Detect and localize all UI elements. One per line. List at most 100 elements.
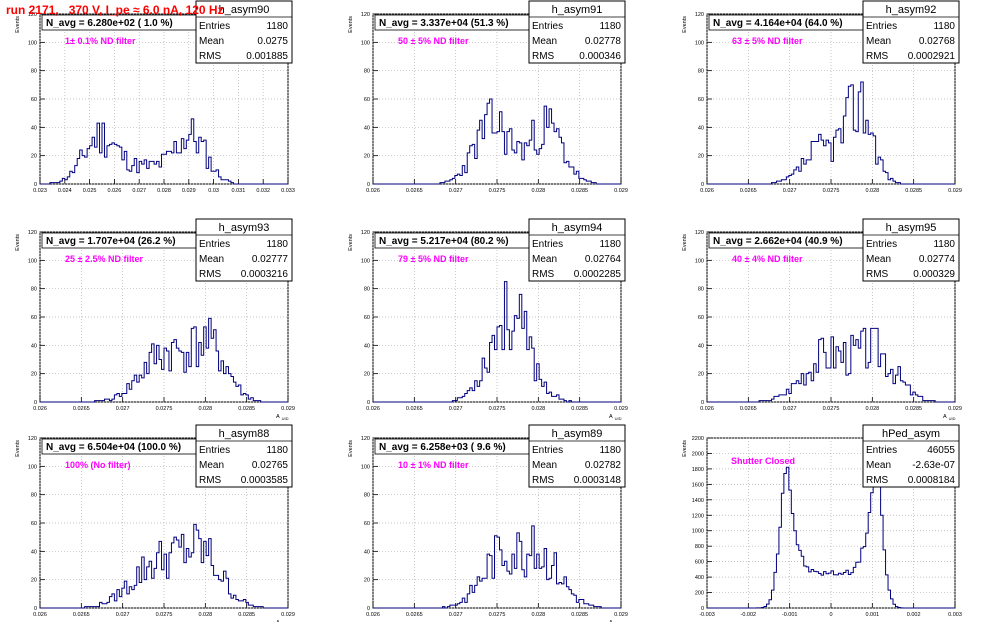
navg-label: N_avg = 6.258e+03 ( 9.6 %) — [379, 442, 506, 453]
x-tick-label: 0.001 — [865, 612, 879, 618]
stats-value: 1180 — [266, 239, 288, 250]
y-tick-label: 0 — [701, 400, 704, 406]
y-tick-label: 20 — [31, 578, 37, 584]
x-tick-label: 0.0275 — [489, 406, 506, 412]
y-tick-label: 0 — [34, 606, 37, 612]
histogram-panel-h_asym95: 0.026 0.0265 0.027 0.0275 0.028 0.0285 0.029 0 2… — [682, 218, 962, 421]
x-tick-label: 0.027 — [132, 188, 146, 194]
y-tick-label: 20 — [698, 154, 704, 160]
stats-label: Entries — [199, 21, 230, 32]
stats-value: -2.63e-07 — [912, 460, 955, 471]
y-tick-label: 100 — [695, 258, 704, 264]
y-tick-label: 0 — [34, 400, 37, 406]
filter-annotation: 40 ± 4% ND filter — [732, 254, 803, 264]
x-tick-label: 0.033 — [281, 188, 295, 194]
stats-value: 1180 — [599, 21, 621, 32]
stats-label: Mean — [866, 460, 891, 471]
stats-value: 1180 — [933, 21, 955, 32]
y-tick-label: 120 — [695, 230, 704, 236]
y-tick-label: 800 — [695, 544, 704, 550]
stats-title: h_asym89 — [552, 428, 603, 440]
stats-value: 0.0003148 — [574, 475, 622, 486]
histogram-panel-hPed_asym: -0.003 -0.002 -0.001 0 0.001 0.002 0.003 0 200 40… — [682, 424, 962, 618]
x-tick-label: -0.002 — [741, 612, 757, 618]
y-tick-label: 120 — [28, 12, 37, 18]
y-tick-label: 40 — [31, 343, 37, 349]
x-tick-label: 0.023 — [33, 188, 47, 194]
x-tick-label: 0.0285 — [238, 406, 255, 412]
stats-label: Mean — [199, 36, 224, 47]
x-tick-label: 0.0265 — [740, 406, 757, 412]
y-tick-label: 100 — [361, 40, 370, 46]
y-tick-label: 80 — [364, 493, 370, 499]
histogram-panel-h_asym91: 0.026 0.0265 0.027 0.0275 0.028 0.0285 0.029 0 2… — [348, 0, 628, 194]
x-tick-label: 0.027 — [116, 612, 130, 618]
histogram-line — [373, 98, 621, 185]
stats-label: RMS — [199, 51, 222, 62]
x-tick-label: 0.026 — [700, 406, 714, 412]
histogram-line — [40, 523, 288, 609]
filter-annotation: 25 ± 2.5% ND filter — [65, 254, 143, 264]
stats-label: Entries — [199, 239, 230, 250]
navg-label: N_avg = 3.337e+04 (51.3 %) — [379, 18, 509, 29]
x-tick-label: -0.003 — [699, 612, 715, 618]
stats-title: h_asym95 — [886, 222, 937, 234]
y-tick-label: 100 — [695, 40, 704, 46]
stats-value: 0.0002921 — [908, 51, 956, 62]
x-tick-label: 0.024 — [58, 188, 72, 194]
y-tick-label: 20 — [31, 372, 37, 378]
y-tick-label: 1200 — [692, 513, 704, 519]
y-tick-label: 100 — [361, 258, 370, 264]
y-tick-label: 80 — [31, 493, 37, 499]
x-tick-label: 0.028 — [531, 612, 545, 618]
stats-label: Entries — [532, 239, 563, 250]
stats-box — [528, 218, 626, 282]
stats-label: RMS — [199, 269, 222, 280]
y-tick-label: 60 — [31, 521, 37, 527]
x-tick-label: 0.0285 — [571, 406, 588, 412]
x-tick-label: 0.0285 — [905, 406, 922, 412]
x-tick-label: 0.026 — [108, 188, 122, 194]
stats-title: h_asym94 — [552, 222, 603, 234]
x-tick-label: 0.029 — [948, 406, 962, 412]
stats-title: hPed_asym — [882, 428, 940, 440]
navg-label: N_avg = 4.164e+04 (64.0 %) — [713, 18, 843, 29]
y-tick-label: 0 — [367, 400, 370, 406]
x-tick-label: 0.029 — [614, 406, 628, 412]
stats-value: 0.0275 — [257, 36, 288, 47]
histogram-line — [40, 118, 288, 185]
y-tick-label: 0 — [367, 182, 370, 188]
x-tick-label: 0.0265 — [406, 188, 423, 194]
stats-value: 0.0008184 — [908, 475, 956, 486]
stats-label: RMS — [532, 51, 555, 62]
stats-label: Mean — [199, 460, 224, 471]
stats-value: 1180 — [933, 239, 955, 250]
y-tick-label: 40 — [31, 549, 37, 555]
x-tick-label: 0.03 — [208, 188, 219, 194]
y-tick-label: 120 — [361, 230, 370, 236]
x-tick-label: 0.0265 — [73, 406, 90, 412]
stats-value: 0.0003585 — [241, 475, 289, 486]
x-tick-label: 0.029 — [281, 406, 295, 412]
x-tick-label: 0.026 — [700, 188, 714, 194]
histogram-panel-h_asym93: 0.026 0.0265 0.027 0.0275 0.028 0.0285 0.029 0 2… — [15, 218, 295, 421]
x-tick-label: -0.001 — [782, 612, 798, 618]
stats-label: RMS — [866, 475, 889, 486]
stats-label: Entries — [199, 445, 230, 456]
x-tick-label: 0.0285 — [571, 612, 588, 618]
x-tick-label: 0.0275 — [823, 188, 840, 194]
stats-label: Mean — [532, 460, 557, 471]
stats-value: 1180 — [266, 445, 288, 456]
x-tick-label: 0.0285 — [571, 188, 588, 194]
stats-label: RMS — [866, 51, 889, 62]
stats-value: 0.02765 — [252, 460, 289, 471]
y-axis-title: Events — [15, 234, 21, 251]
x-tick-label: 0.0265 — [406, 612, 423, 618]
filter-annotation: 50 ± 5% ND filter — [398, 36, 469, 46]
x-tick-label: 0.0265 — [406, 406, 423, 412]
stats-box — [862, 424, 960, 488]
stats-label: Entries — [532, 21, 563, 32]
histogram-panel-h_asym89: 0.026 0.0265 0.027 0.0275 0.028 0.0285 0.029 0 2… — [348, 424, 628, 622]
y-axis-title: Events — [348, 16, 354, 33]
y-tick-label: 2200 — [692, 436, 704, 442]
